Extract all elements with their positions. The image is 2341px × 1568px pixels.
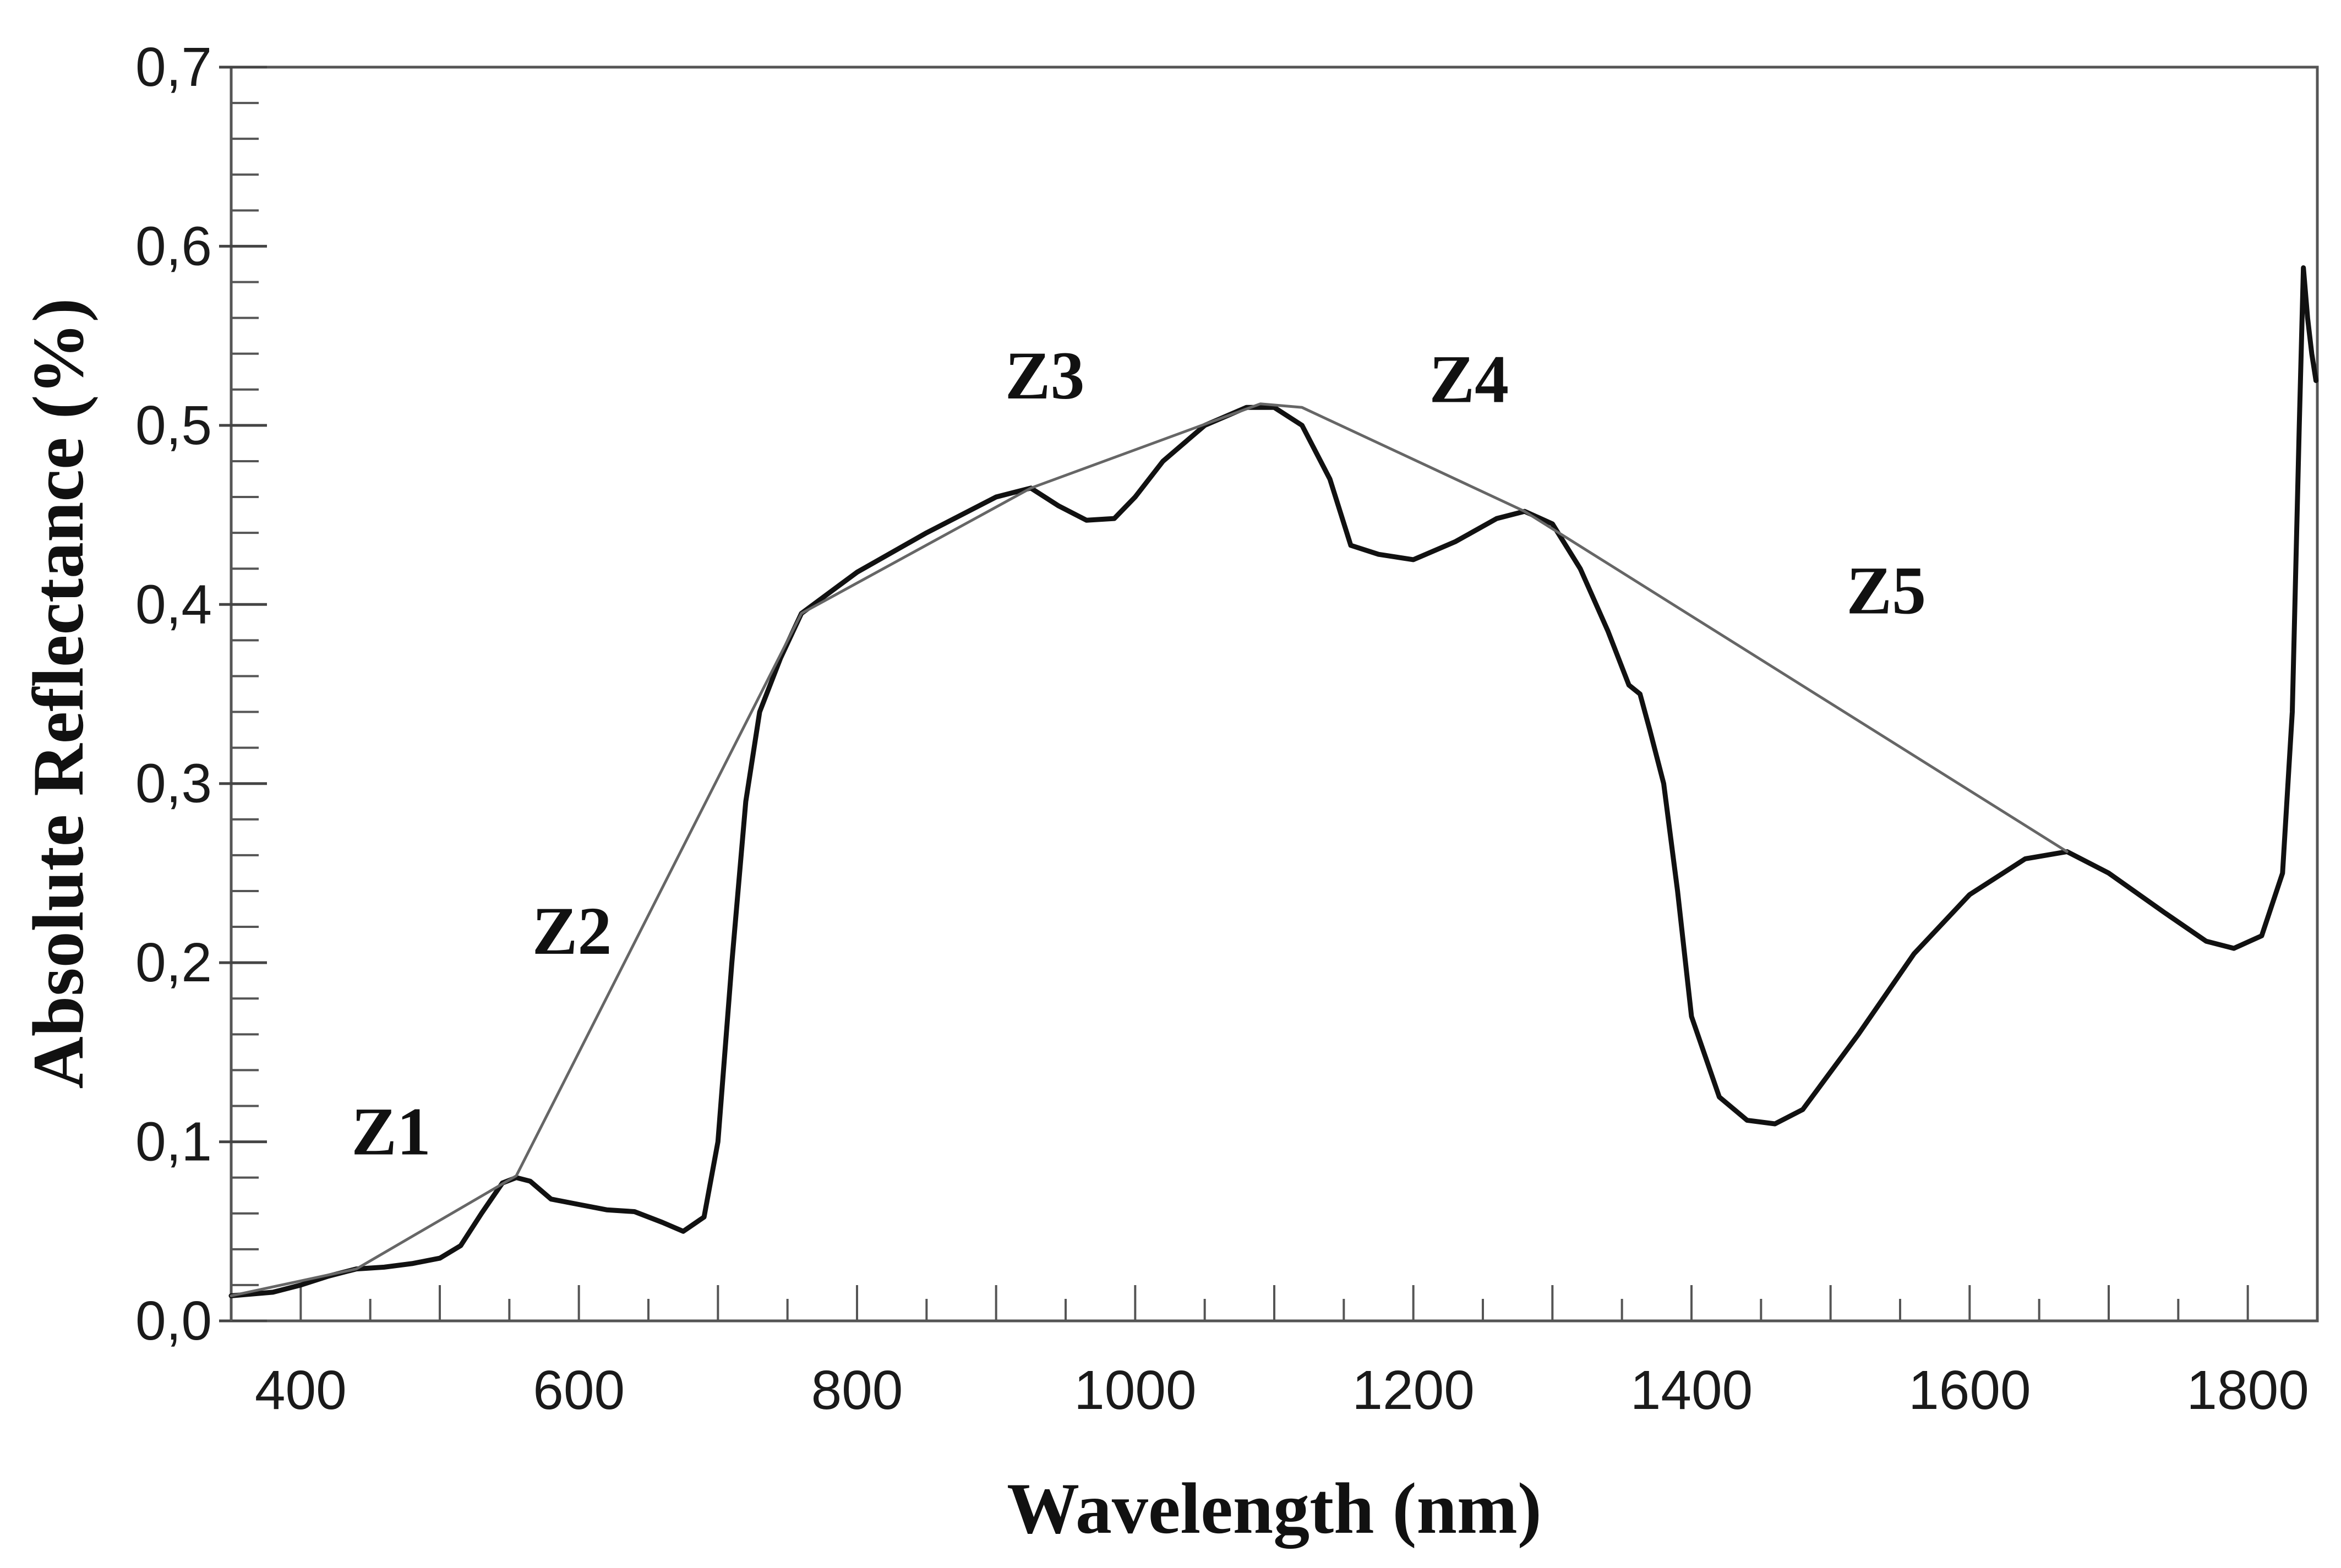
y-tick-label: 0,0: [135, 1290, 212, 1352]
reflectance-spectrum-line: [228, 265, 2318, 1298]
zone-label-z3: Z3: [1005, 338, 1085, 413]
y-tick-label: 0,5: [135, 395, 212, 456]
x-tick-labels: 400 600 800 1000 1200 1400 1600 1800: [255, 1359, 2309, 1421]
annotation-layer: Z1 Z2 Z3 Z4 Z5: [351, 338, 1926, 1169]
y-tick-label: 0,7: [135, 36, 212, 98]
x-tick-label: 1000: [1074, 1359, 1196, 1421]
zone-label-z1: Z1: [351, 1094, 431, 1169]
x-tick-label: 1200: [1352, 1359, 1474, 1421]
y-tick-label: 0,2: [135, 932, 212, 993]
x-tick-label: 800: [811, 1359, 903, 1421]
y-tick-label: 0,1: [135, 1111, 212, 1173]
x-tick-label: 1800: [2186, 1359, 2309, 1421]
x-tick-label: 1400: [1630, 1359, 1753, 1421]
y-tick-label: 0,4: [135, 573, 212, 635]
x-tick-label: 400: [255, 1359, 347, 1421]
x-tick-label: 600: [533, 1359, 625, 1421]
series-layer: [228, 265, 2318, 1298]
y-tick-label: 0,3: [135, 753, 212, 815]
y-tick-labels: 0,0 0,1 0,2 0,3 0,4 0,5 0,6 0,7: [135, 36, 212, 1352]
zone-label-z5: Z5: [1846, 553, 1926, 629]
y-axis-title: Absolute Reflectance (%): [18, 298, 99, 1089]
y-tick-label: 0,6: [135, 215, 212, 277]
zone-label-z2: Z2: [532, 893, 612, 969]
minor-ticks: [231, 102, 259, 1286]
x-tick-label: 1600: [1908, 1359, 2031, 1421]
convex-hull-line: [230, 402, 2069, 1297]
plot-frame: [230, 65, 2319, 1323]
zone-label-z4: Z4: [1429, 342, 1509, 417]
major-ticks: [219, 65, 2318, 1323]
x-axis-title: Wavelength (nm): [1007, 1468, 1542, 1549]
